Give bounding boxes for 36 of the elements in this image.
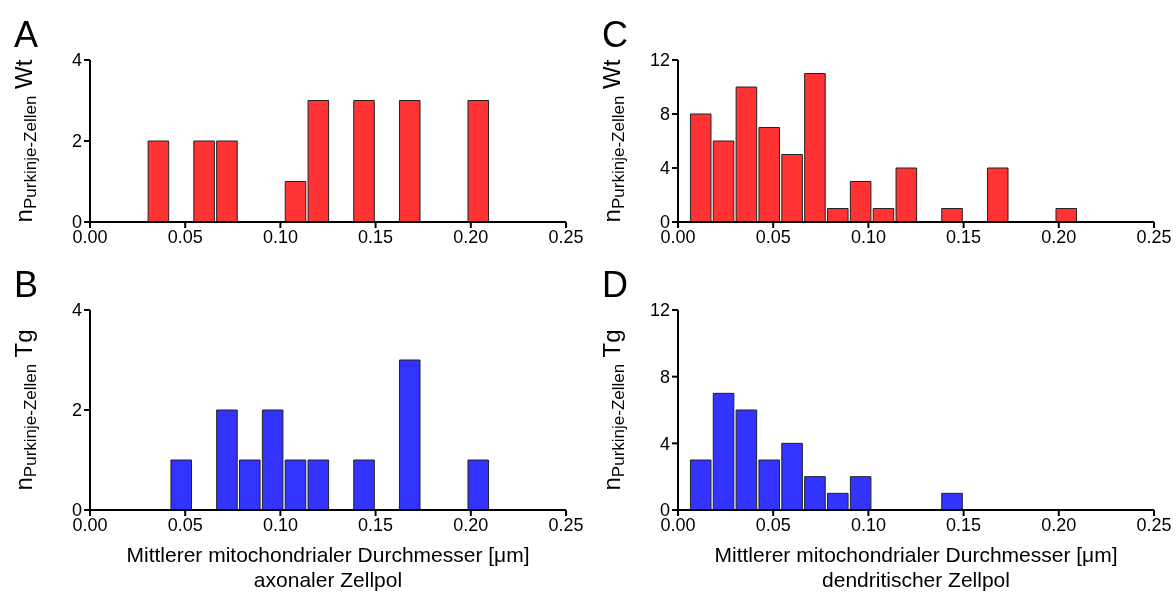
y-tick-label: 12 (649, 50, 670, 71)
y-tick-label: 8 (659, 367, 670, 388)
y-tick-label: 2 (71, 400, 82, 421)
x-tick-label: 0.10 (262, 514, 298, 535)
x-tick-label: 0.10 (262, 226, 298, 247)
y-tick-label: 4 (659, 433, 670, 454)
chart-title: C (602, 14, 628, 56)
x-tick-label: 0.10 (850, 514, 886, 535)
y-tick-label: 4 (71, 300, 82, 321)
y-tick-label: 4 (659, 158, 670, 179)
x-tick-label: 0.20 (453, 226, 489, 247)
x-tick-label: 0.25 (1136, 514, 1172, 535)
y-tick-label: 4 (71, 50, 82, 71)
x-tick-label: 0.15 (358, 514, 394, 535)
x-tick-label: 0.25 (1136, 226, 1172, 247)
x-tick-label: 0.05 (755, 514, 791, 535)
chart-title: B (14, 264, 39, 306)
x-tick-label: 0.05 (167, 226, 203, 247)
x-tick-label: 0.10 (850, 226, 886, 247)
chart-title: A (14, 14, 39, 56)
x-tick-label: 0.15 (946, 226, 982, 247)
x-tick-label: 0.20 (1041, 514, 1077, 535)
x-tick-label: 0.25 (548, 226, 584, 247)
x-tick-label: 0.25 (548, 514, 584, 535)
x-tick-label: 0.05 (755, 226, 791, 247)
x-axis-title: Mittlerer mitochondrialer Durchmesser [μm] axonaler Zellpol (126, 543, 530, 591)
chart-title: D (602, 264, 628, 306)
x-tick-label: 0.15 (358, 226, 394, 247)
y-tick-label: 12 (649, 300, 670, 321)
y-tick-label: 8 (659, 104, 670, 125)
x-axis-title: Mittlerer mitochondrialer Durchmesser [μm] dendritischer Zellpol (714, 543, 1118, 591)
x-tick-label: 0.05 (167, 514, 203, 535)
x-tick-label: 0.20 (1041, 226, 1077, 247)
y-tick-label: 2 (71, 131, 82, 152)
x-tick-label: 0.15 (946, 514, 982, 535)
x-tick-label: 0.20 (453, 514, 489, 535)
